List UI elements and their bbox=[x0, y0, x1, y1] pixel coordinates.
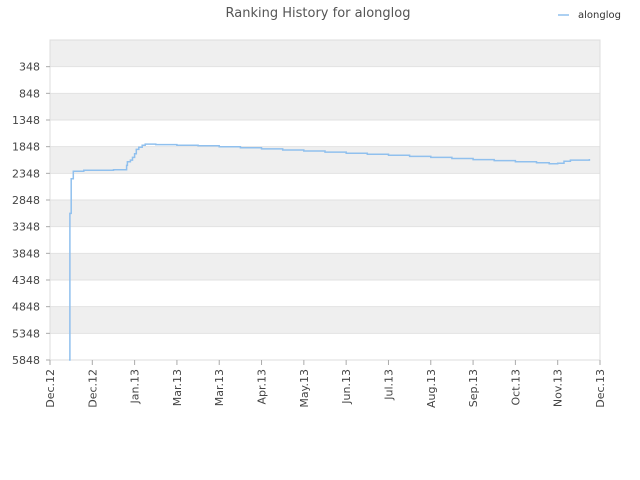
y-tick-label: 2348 bbox=[12, 167, 40, 180]
plot-band bbox=[50, 306, 600, 334]
x-tick-label: Apr.13 bbox=[256, 369, 269, 405]
y-tick-label: 5348 bbox=[12, 327, 40, 340]
plot-band bbox=[50, 280, 600, 307]
grid-lines bbox=[50, 66, 600, 361]
plot-band bbox=[50, 200, 600, 227]
y-tick-label: 5848 bbox=[12, 354, 40, 367]
x-tick-label: Oct.13 bbox=[509, 369, 522, 406]
series-layer bbox=[69, 143, 591, 361]
plot-band bbox=[50, 173, 600, 200]
series-line-alonglog bbox=[69, 143, 591, 361]
plot-band bbox=[50, 66, 600, 94]
x-tick-label: Dec.12 bbox=[86, 369, 99, 408]
x-tick-label: Dec.13 bbox=[594, 369, 607, 408]
x-axis: Dec.12 Dec.12 Jan.13 Mar.13 Mar.13 Apr.13 May.… bbox=[44, 360, 607, 408]
plot-band bbox=[50, 226, 600, 254]
x-tick-label: Mar.13 bbox=[213, 369, 226, 406]
y-tick-label: 4848 bbox=[12, 301, 40, 314]
y-tick-label: 3348 bbox=[12, 221, 40, 234]
x-tick-label: Jan.13 bbox=[129, 369, 142, 404]
y-tick-label: 348 bbox=[19, 61, 40, 74]
x-tick-label: Sep.13 bbox=[467, 369, 480, 407]
chart-title: Ranking History for alonglog bbox=[226, 6, 411, 21]
plot-band bbox=[50, 333, 600, 360]
y-tick-label: 2848 bbox=[12, 194, 40, 207]
legend-label-alonglog: alonglog bbox=[578, 10, 621, 21]
y-tick-label: 3848 bbox=[12, 247, 40, 260]
plot-band bbox=[50, 120, 600, 147]
y-tick-label: 4348 bbox=[12, 274, 40, 287]
plot-bands bbox=[50, 40, 600, 360]
y-tick-label: 1348 bbox=[12, 114, 40, 127]
x-tick-label: Jun.13 bbox=[340, 369, 353, 405]
x-tick-label: Jul.13 bbox=[382, 369, 395, 401]
x-tick-label: Mar.13 bbox=[171, 369, 184, 406]
y-tick-label: 848 bbox=[19, 87, 40, 100]
plot-band bbox=[50, 93, 600, 120]
plot-band bbox=[50, 253, 600, 280]
y-axis: 348 848 1348 1848 2348 2848 3348 3848 4348 4848 53… bbox=[12, 61, 50, 367]
x-tick-label: Aug.13 bbox=[425, 369, 438, 408]
x-tick-label: May.13 bbox=[298, 369, 311, 408]
x-tick-label: Dec.12 bbox=[44, 369, 57, 408]
legend: alonglog bbox=[558, 10, 621, 21]
x-tick-label: Nov.13 bbox=[552, 369, 565, 407]
y-tick-label: 1848 bbox=[12, 141, 40, 154]
plot-band bbox=[50, 40, 600, 67]
